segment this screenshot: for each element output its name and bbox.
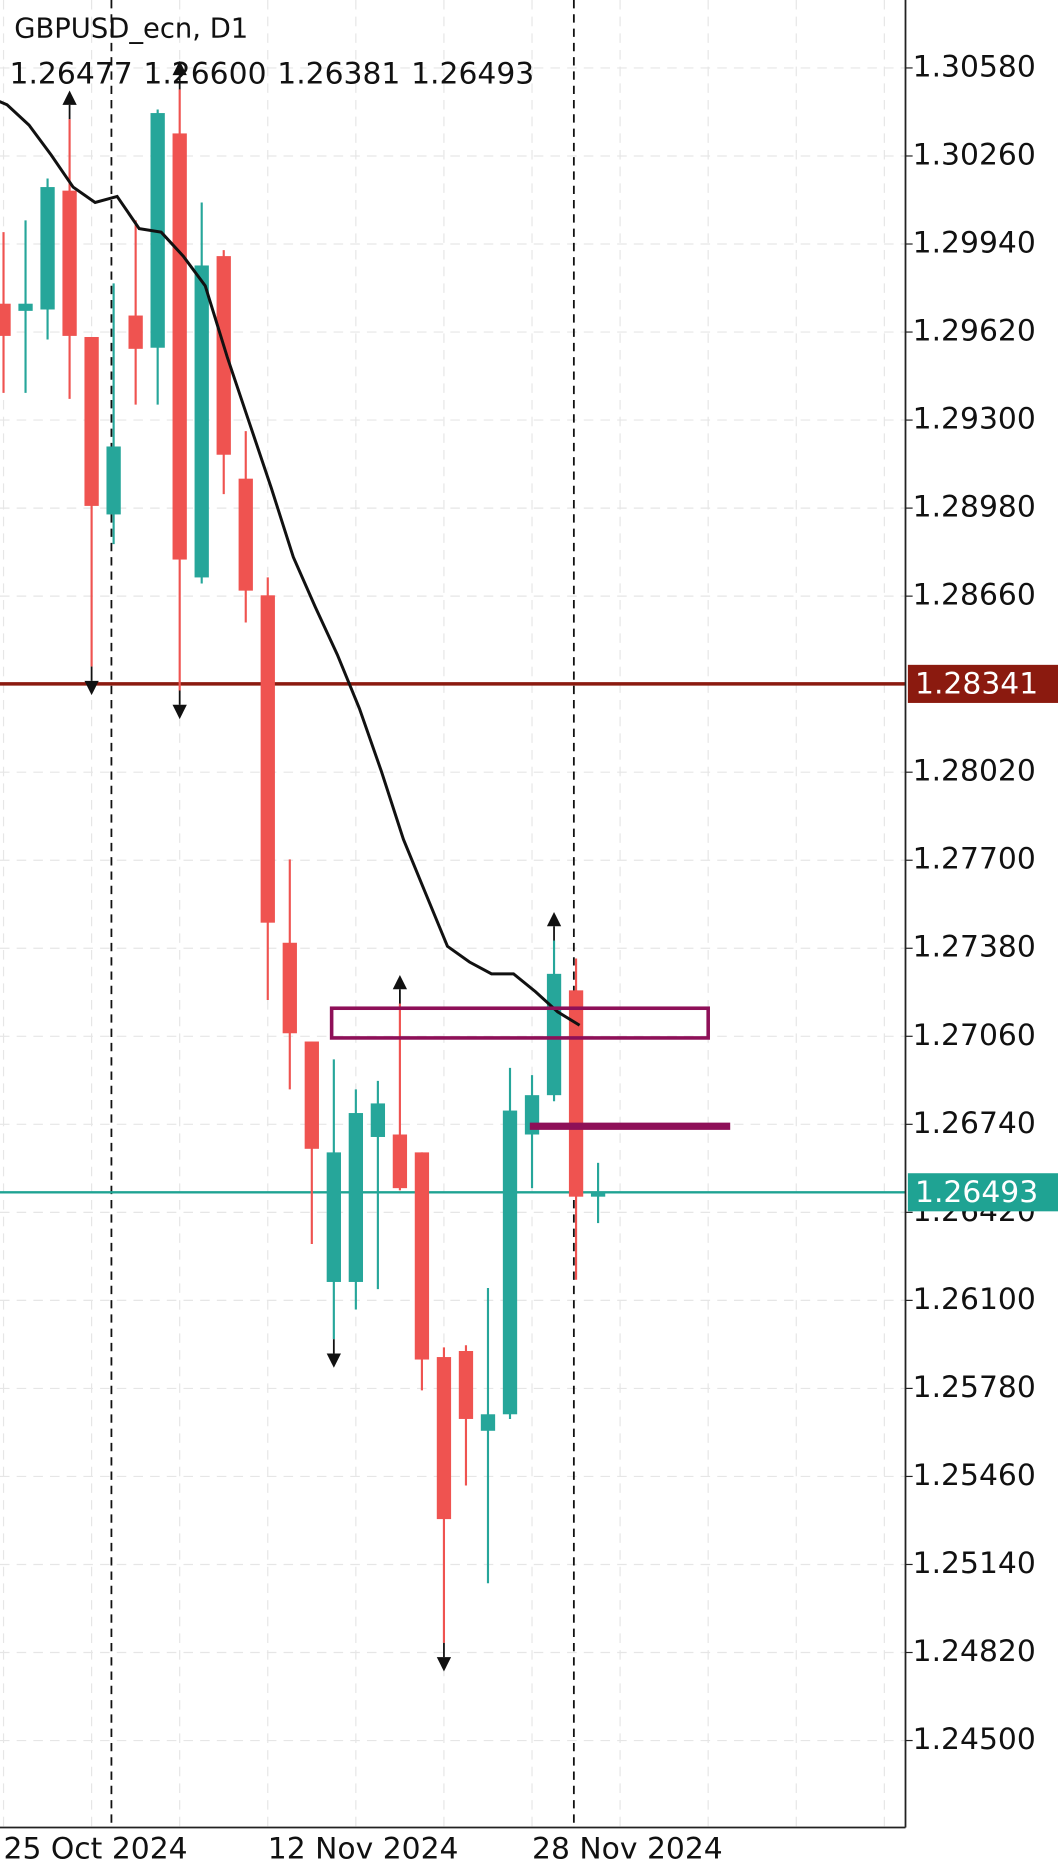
- fractal-down: [326, 1353, 341, 1368]
- candle-body: [480, 1414, 496, 1431]
- candle-body: [216, 256, 231, 455]
- chart-title: GBPUSD_ecn, D1: [14, 13, 248, 44]
- fractal-down: [436, 1657, 452, 1672]
- y-tick-label: 1.27060: [913, 1018, 1036, 1053]
- ohlc-header: 1.26477 1.26600 1.26381 1.26493: [10, 57, 535, 92]
- candle-body: [304, 1041, 319, 1149]
- fractal-up: [172, 60, 187, 76]
- candle-body: [0, 303, 11, 336]
- y-tick-label: 1.24500: [913, 1722, 1036, 1757]
- y-tick-label: 1.29620: [913, 314, 1036, 349]
- fractal-down: [172, 704, 187, 720]
- y-tick-label: 1.25780: [913, 1370, 1036, 1405]
- candle-body: [546, 973, 562, 1096]
- candle-body: [194, 265, 209, 578]
- y-tick-label: 1.26100: [913, 1282, 1036, 1317]
- y-tick-label: 1.28020: [913, 754, 1036, 789]
- candle-body: [568, 990, 584, 1197]
- candle-body: [436, 1357, 452, 1520]
- labels: 1.30580 1.30260 1.29940 1.29620 1.29300 1.289…: [4, 49, 1058, 1862]
- candle-body: [590, 1192, 606, 1197]
- ohlc-value: 1.26493: [411, 57, 534, 92]
- y-tick-label: 1.27700: [913, 842, 1036, 877]
- candle-body: [238, 478, 253, 591]
- y-tick-label: 1.28660: [913, 578, 1036, 613]
- candle-body: [392, 1134, 408, 1189]
- ohlc-value: 1.26477: [10, 57, 133, 92]
- moving-average: [0, 100, 581, 1027]
- candle-body: [348, 1113, 364, 1282]
- candle-body: [282, 942, 297, 1034]
- y-tick-label: 1.25460: [913, 1458, 1036, 1493]
- marks: [0, 60, 906, 1672]
- candle-body: [260, 595, 275, 923]
- candle-body: [414, 1152, 430, 1360]
- candle-body: [128, 315, 143, 349]
- y-tick-label: 1.25140: [913, 1546, 1036, 1581]
- candle-body: [458, 1351, 474, 1419]
- price-label-box: [907, 1173, 1058, 1212]
- x-tick-label: 28 Nov 2024: [532, 1832, 723, 1862]
- fractal-down: [84, 680, 99, 696]
- candle-body: [326, 1152, 341, 1282]
- y-tick-label: 1.29300: [913, 402, 1036, 437]
- price-label-box: [907, 664, 1058, 703]
- candle-body: [18, 303, 33, 311]
- x-tick-label: 12 Nov 2024: [268, 1832, 459, 1862]
- fractal-up: [546, 911, 562, 927]
- y-tick-label: 1.29940: [913, 226, 1036, 261]
- candle-body: [172, 133, 187, 560]
- ohlc-value: 1.26600: [143, 57, 266, 92]
- candle-body: [62, 190, 77, 336]
- fractal-up: [62, 90, 77, 105]
- price-label: 1.28341: [915, 667, 1038, 702]
- y-tick-label: 1.26740: [913, 1106, 1036, 1141]
- candle-body: [106, 446, 121, 515]
- y-tick-label: 1.30580: [913, 49, 1036, 84]
- candle-body: [502, 1110, 518, 1415]
- zone: [329, 1006, 710, 1040]
- y-tick-label: 1.27380: [913, 930, 1036, 965]
- ohlc-value: 1.26381: [277, 57, 400, 92]
- candle-body: [84, 336, 99, 506]
- y-tick-label: 1.28980: [913, 490, 1036, 525]
- candle-body: [370, 1103, 386, 1137]
- fractal-up: [392, 974, 408, 990]
- candle-body: [40, 187, 55, 310]
- y-tick-label: 1.30260: [913, 137, 1036, 172]
- x-tick-label: 25 Oct 2024: [4, 1832, 188, 1862]
- price-label: 1.26493: [915, 1175, 1038, 1210]
- y-tick-label: 1.24820: [913, 1634, 1036, 1669]
